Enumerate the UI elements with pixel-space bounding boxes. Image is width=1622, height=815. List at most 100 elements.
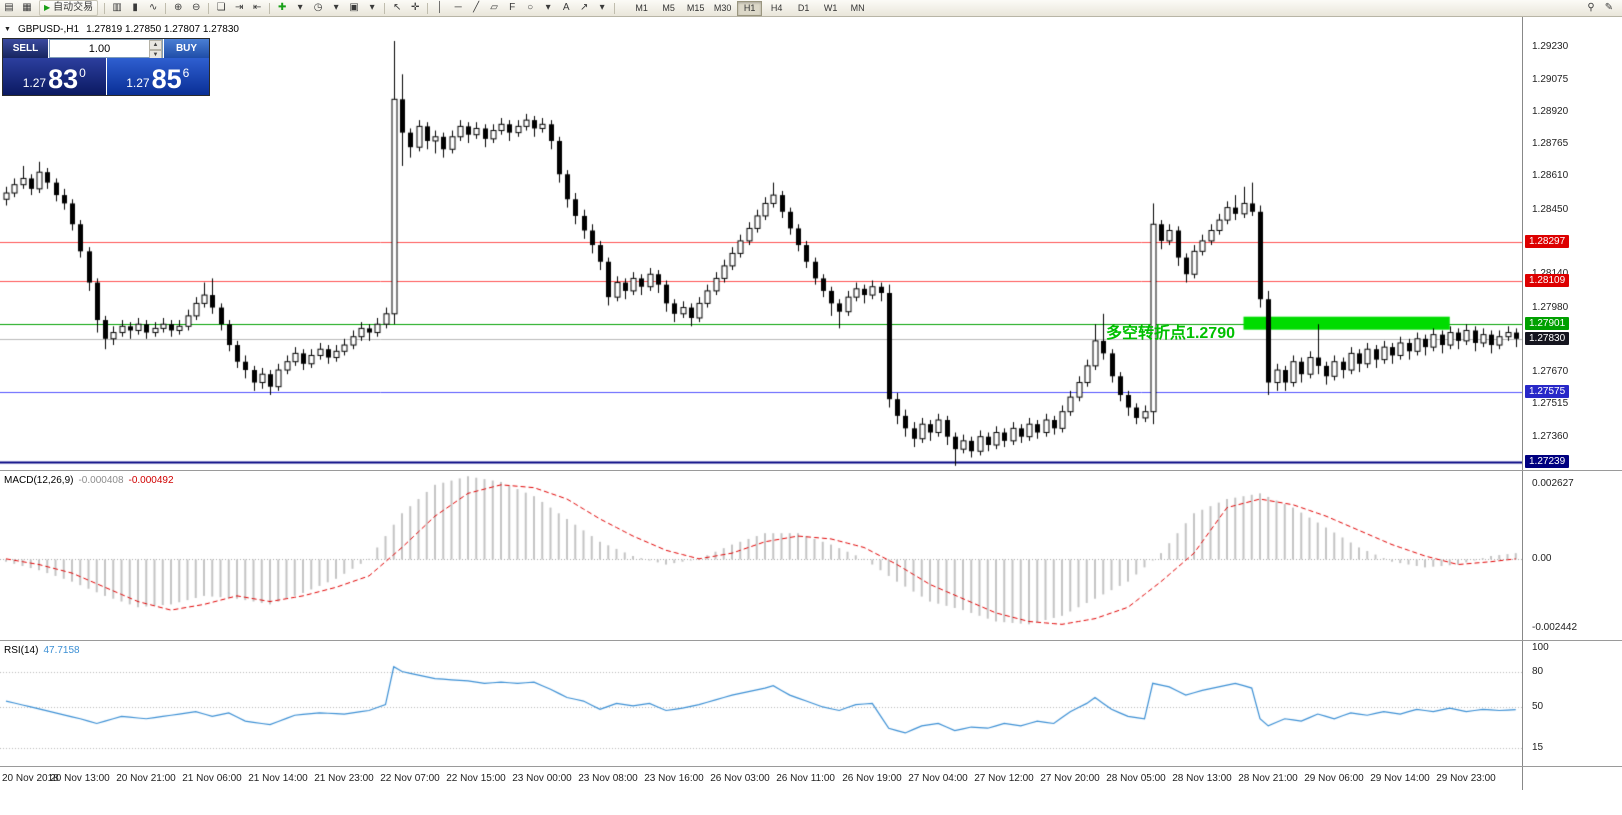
buy-price-display[interactable]: 1.27 85 6	[106, 58, 209, 95]
timeframe-mn-button[interactable]: MN	[850, 2, 865, 13]
time-label: 28 Nov 05:00	[1106, 773, 1166, 784]
time-label: 27 Nov 04:00	[908, 773, 968, 784]
indicators-icon[interactable]: ✚	[277, 2, 287, 13]
timeframe-m5-button[interactable]: M5	[662, 2, 675, 13]
price-axis[interactable]: 1.29230 1.29075 1.28920 1.28765 1.28610 1.284…	[1522, 16, 1622, 790]
trendline-icon[interactable]: ╱	[473, 2, 480, 13]
arrows-icon[interactable]: ↗	[579, 2, 589, 13]
toolbar-separator	[208, 2, 210, 14]
zoom-out-icon[interactable]: ⊖	[191, 2, 201, 13]
timeframe-h1-button[interactable]: H1	[737, 0, 763, 16]
timeframe-group: M1 M5 M15 M30 H1 H4 D1 W1 MN	[628, 0, 871, 16]
macd-main-value: -0.000408	[78, 475, 124, 486]
macd-signal-value: -0.000492	[128, 475, 174, 486]
autotrading-button[interactable]: ▶ 自动交易	[39, 0, 99, 16]
toolbar-separator	[614, 2, 616, 14]
macd-axis-label: -0.002442	[1532, 622, 1578, 634]
horizontal-line-icon[interactable]: ─	[454, 2, 462, 13]
time-label: 29 Nov 06:00	[1304, 773, 1364, 784]
templates-dropdown-icon[interactable]: ▾	[369, 2, 375, 13]
rsi-pane: RSI(14) 47.7158	[0, 642, 1522, 766]
indicators-dropdown-icon[interactable]: ▾	[297, 2, 303, 13]
chart-title: GBPUSD-,H1	[17, 24, 80, 35]
search-icon[interactable]: ⚲	[1587, 2, 1595, 13]
price-tick: 1.28920	[1532, 105, 1569, 117]
one-click-trading-panel: SELL ▲ ▼ BUY 1.27 83 0 1.27 85 6	[2, 38, 210, 96]
line-chart-icon[interactable]: ∿	[148, 2, 158, 13]
chart-window-icon[interactable]: ▦	[22, 2, 32, 13]
toolbar-separator	[104, 2, 106, 14]
time-axis[interactable]: 20 Nov 2018 20 Nov 13:00 20 Nov 21:00 21 No…	[0, 768, 1522, 792]
buy-button[interactable]: BUY	[163, 39, 209, 58]
macd-title: MACD(12,26,9)	[4, 475, 74, 486]
time-label: 22 Nov 15:00	[446, 773, 506, 784]
time-label: 28 Nov 21:00	[1238, 773, 1298, 784]
tile-windows-icon[interactable]: ❏	[216, 2, 226, 13]
pane-separator[interactable]	[0, 640, 1622, 641]
vertical-line-icon[interactable]: │	[437, 2, 444, 13]
main-chart-canvas[interactable]	[0, 16, 1522, 470]
candlestick-chart-icon[interactable]: ▮	[132, 2, 138, 13]
volume-spinner: ▲ ▼	[149, 40, 162, 60]
cursor-icon[interactable]: ↖	[392, 2, 402, 13]
rsi-canvas[interactable]	[0, 642, 1522, 766]
time-label: 29 Nov 14:00	[1370, 773, 1430, 784]
shapes-dropdown-icon[interactable]: ▾	[545, 2, 551, 13]
rsi-axis-label: 100	[1532, 641, 1549, 653]
periods-dropdown-icon[interactable]: ▾	[333, 2, 339, 13]
pane-separator[interactable]	[0, 766, 1622, 767]
one-click-collapse-icon[interactable]: ▼	[4, 26, 11, 33]
toolbar-right-group: ⚲ ✎	[1582, 1, 1622, 15]
time-label: 28 Nov 13:00	[1172, 773, 1232, 784]
auto-scroll-icon[interactable]: ⇥	[234, 2, 244, 13]
price-tick: 1.27670	[1532, 366, 1569, 378]
rsi-title: RSI(14)	[4, 645, 39, 656]
pane-separator[interactable]	[0, 470, 1622, 471]
new-order-icon[interactable]: ▤	[4, 2, 14, 13]
timeframe-m30-button[interactable]: M30	[713, 2, 732, 13]
time-label: 23 Nov 00:00	[512, 773, 572, 784]
volume-input[interactable]	[50, 40, 149, 57]
price-level-badge: 1.28109	[1525, 273, 1570, 287]
macd-label: MACD(12,26,9) -0.000408 -0.000492	[4, 475, 174, 486]
price-tick: 1.27515	[1532, 398, 1569, 410]
timeframe-h4-button[interactable]: H4	[770, 2, 783, 13]
sell-price-display[interactable]: 1.27 83 0	[3, 58, 107, 95]
macd-canvas[interactable]	[0, 472, 1522, 640]
volume-field: ▲ ▼	[49, 39, 163, 60]
bar-chart-icon[interactable]: ▥	[112, 2, 122, 13]
time-label: 22 Nov 07:00	[380, 773, 440, 784]
chart-shift-icon[interactable]: ⇤	[252, 2, 262, 13]
edit-icon[interactable]: ✎	[1604, 2, 1614, 13]
toolbar: ▤ ▦ ▶ 自动交易 ▥ ▮ ∿ ⊕ ⊖ ❏ ⇥ ⇤ ✚ ▾ ◷ ▾ ▣ ▾ ↖ ✛ │ ─ ╱ ▱ F ○ ▾ A ↗ ▾ M1 M5 M1…	[0, 0, 1622, 17]
fibonacci-icon[interactable]: F	[509, 2, 516, 13]
autotrading-play-icon: ▶	[44, 3, 51, 12]
price-tick: 1.28765	[1532, 138, 1569, 150]
timeframe-m1-button[interactable]: M1	[635, 2, 648, 13]
time-label: 23 Nov 16:00	[644, 773, 704, 784]
timeframe-w1-button[interactable]: W1	[823, 2, 838, 13]
text-label-icon[interactable]: A	[562, 2, 570, 13]
time-label: 27 Nov 12:00	[974, 773, 1034, 784]
time-label: 21 Nov 06:00	[182, 773, 242, 784]
templates-icon[interactable]: ▣	[349, 2, 359, 13]
macd-axis-label: 0.00	[1532, 552, 1552, 564]
zoom-in-icon[interactable]: ⊕	[173, 2, 183, 13]
time-label: 23 Nov 08:00	[578, 773, 638, 784]
periods-icon[interactable]: ◷	[313, 2, 323, 13]
crosshair-icon[interactable]: ✛	[410, 2, 420, 13]
toolbar-separator	[384, 2, 386, 14]
chart-ohlc-values: 1.27819 1.27850 1.27807 1.27830	[86, 24, 239, 35]
timeframe-m15-button[interactable]: M15	[686, 2, 705, 13]
equidistant-channel-icon[interactable]: ▱	[490, 2, 498, 13]
price-level-badge: 1.28297	[1525, 234, 1570, 248]
volume-increase-button[interactable]: ▲	[149, 40, 162, 50]
rsi-axis-label: 15	[1532, 742, 1544, 754]
arrows-dropdown-icon[interactable]: ▾	[599, 2, 605, 13]
sell-price-sup: 0	[79, 66, 86, 80]
shapes-icon[interactable]: ○	[527, 2, 534, 13]
price-level-badge: 1.27901	[1525, 317, 1570, 330]
timeframe-d1-button[interactable]: D1	[797, 2, 810, 13]
sell-button[interactable]: SELL	[3, 39, 49, 58]
price-tick: 1.27360	[1532, 430, 1569, 442]
